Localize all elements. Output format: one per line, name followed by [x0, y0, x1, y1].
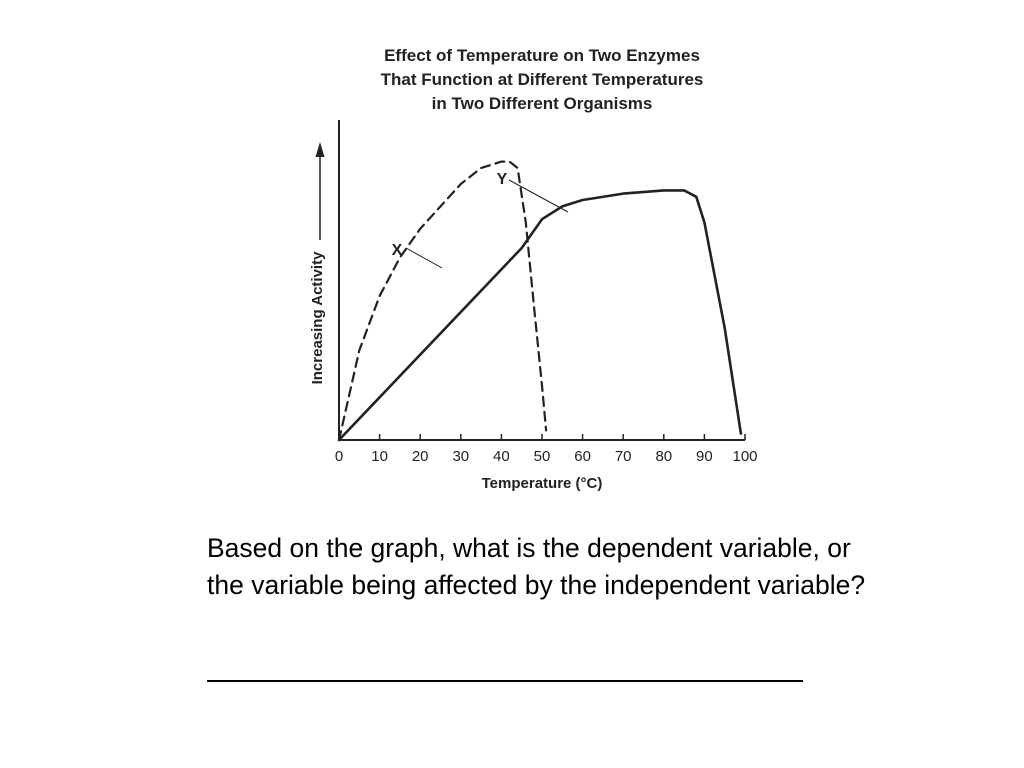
- x-tick-label: 90: [696, 448, 713, 465]
- enzyme-activity-chart: Effect of Temperature on Two Enzymes Tha…: [309, 46, 758, 492]
- y-axis-label: Increasing Activity: [309, 251, 326, 384]
- x-tick-label: 100: [732, 448, 757, 465]
- answer-blank-line[interactable]: [207, 680, 803, 682]
- x-tick-label: 70: [615, 448, 632, 465]
- series-label-y: Y: [497, 171, 508, 188]
- y-axis-label-group: Increasing Activity: [309, 142, 326, 384]
- y-axis-arrow-head: [315, 142, 325, 157]
- x-tick-group: 0 10 20 30 40 50 60 70 80 90 100: [335, 434, 758, 465]
- chart-title-line-1: Effect of Temperature on Two Enzymes: [384, 46, 700, 65]
- chart-title-line-3: in Two Different Organisms: [432, 94, 653, 113]
- series-label-x: X: [392, 242, 403, 259]
- series-label-y-leader: [508, 179, 569, 213]
- series-label-x-leader: [405, 247, 443, 269]
- x-tick-label: 60: [574, 448, 591, 465]
- x-tick-label: 40: [493, 448, 510, 465]
- chart-title-line-2: That Function at Different Temperatures: [381, 70, 704, 89]
- series-line-y: [337, 189, 743, 442]
- x-tick-label: 20: [412, 448, 429, 465]
- question-text: Based on the graph, what is the dependen…: [207, 533, 866, 600]
- series-line-x: [337, 160, 548, 442]
- x-tick-label: 80: [655, 448, 672, 465]
- series-group: [337, 160, 743, 442]
- x-tick-label: 50: [534, 448, 551, 465]
- x-tick-label: 10: [371, 448, 388, 465]
- x-axis-label: Temperature (°C): [482, 475, 603, 492]
- x-tick-label: 30: [452, 448, 469, 465]
- x-tick-label: 0: [335, 448, 343, 465]
